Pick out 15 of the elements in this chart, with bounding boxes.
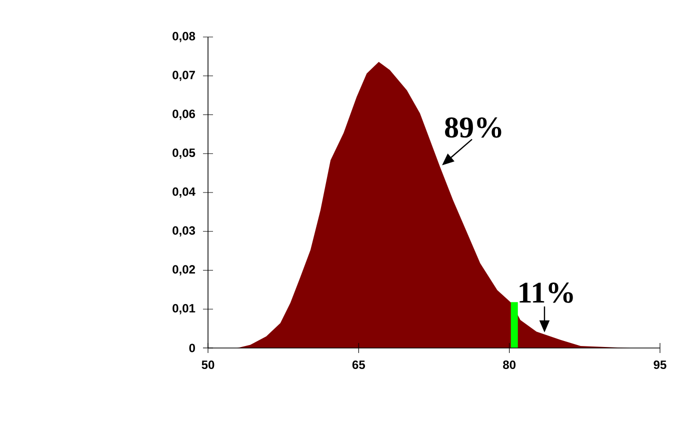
y-tick-label: 0,05 (172, 148, 196, 159)
annotation: 89% (445, 117, 502, 138)
x-tick-label: 65 (352, 360, 366, 370)
x-tick-label: 95 (654, 360, 666, 370)
annotation: 11% (520, 282, 573, 303)
y-tick-label: 0,07 (172, 70, 195, 81)
y-tick-label: 0,03 (172, 226, 196, 236)
y-tick-label: 0,04 (172, 187, 196, 198)
y-tick-label: 0 (189, 344, 195, 352)
x-tick-label: 80 (503, 360, 516, 370)
y-tick-label: 0,02 (172, 265, 195, 276)
y-tick-label: 0,06 (172, 110, 196, 120)
y-tick-label: 0,01 (172, 304, 196, 314)
x-tick-label: 50 (202, 360, 214, 370)
y-tick-label: 0,08 (172, 32, 196, 42)
